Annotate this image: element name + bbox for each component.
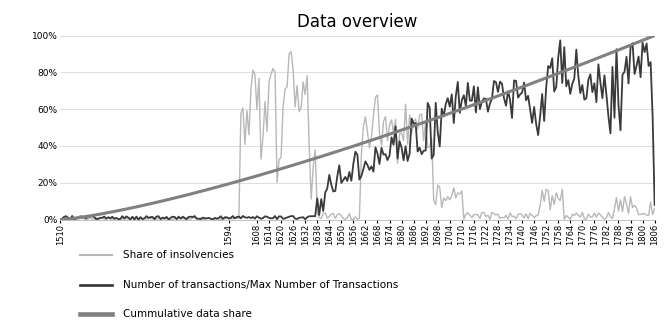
Cummulative data share — [56, 218, 64, 222]
Number of transactions/Max Number of Transactions — [389, 143, 397, 147]
Share of insolvencies — [166, 218, 174, 222]
Line: Number of transactions/Max Number of Transactions: Number of transactions/Max Number of Tra… — [60, 40, 655, 220]
Share of insolvencies — [476, 217, 484, 221]
Share of insolvencies — [440, 196, 448, 200]
Number of transactions/Max Number of Transactions — [651, 203, 659, 207]
Cummulative data share — [599, 54, 607, 58]
Number of transactions/Max Number of Transactions — [170, 215, 178, 219]
Line: Cummulative data share: Cummulative data share — [60, 36, 655, 220]
Cummulative data share — [651, 34, 659, 37]
Number of transactions/Max Number of Transactions — [98, 216, 106, 220]
Line: Share of insolvencies: Share of insolvencies — [60, 52, 655, 220]
Cummulative data share — [98, 212, 106, 216]
Text: Share of insolvencies: Share of insolvencies — [123, 250, 234, 260]
Cummulative data share — [436, 115, 444, 119]
Share of insolvencies — [651, 206, 659, 210]
Cummulative data share — [170, 196, 178, 200]
Share of insolvencies — [287, 50, 295, 54]
Number of transactions/Max Number of Transactions — [209, 218, 217, 222]
Share of insolvencies — [603, 216, 611, 220]
Number of transactions/Max Number of Transactions — [556, 38, 564, 42]
Text: Cummulative data share: Cummulative data share — [123, 309, 252, 319]
Share of insolvencies — [172, 217, 180, 221]
Number of transactions/Max Number of Transactions — [56, 217, 64, 221]
Share of insolvencies — [56, 218, 64, 222]
Number of transactions/Max Number of Transactions — [603, 93, 611, 97]
Share of insolvencies — [391, 118, 399, 121]
Number of transactions/Max Number of Transactions — [474, 85, 482, 89]
Number of transactions/Max Number of Transactions — [438, 107, 446, 110]
Cummulative data share — [472, 102, 480, 106]
Text: Number of transactions/Max Number of Transactions: Number of transactions/Max Number of Tra… — [123, 280, 398, 290]
Cummulative data share — [387, 131, 395, 135]
Title: Data overview: Data overview — [297, 13, 418, 31]
Share of insolvencies — [98, 216, 106, 220]
